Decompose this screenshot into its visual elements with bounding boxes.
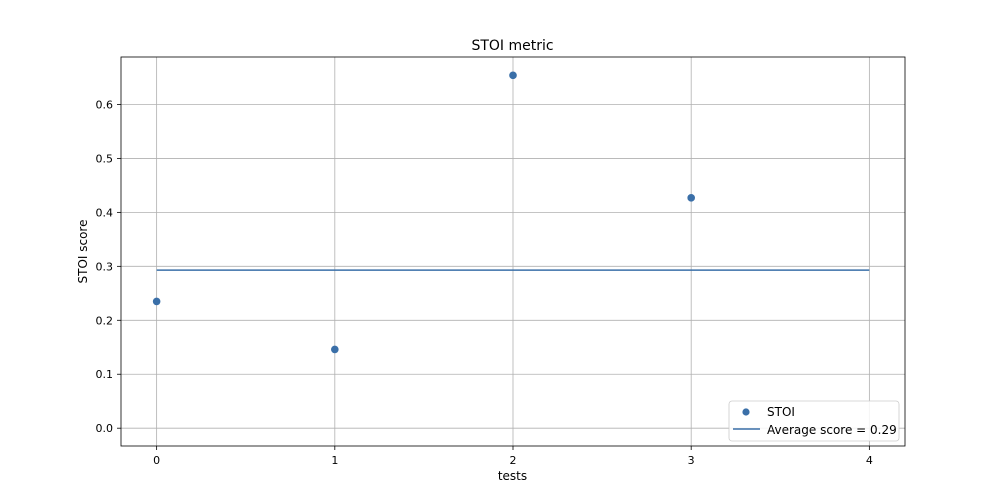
x-tick-label: 3 [688, 454, 695, 467]
legend-label-stoi: STOI [767, 405, 795, 419]
stoi-data-point [687, 194, 695, 202]
legend: STOI Average score = 0.29 [728, 400, 900, 442]
y-tick-label: 0.3 [96, 260, 114, 273]
y-tick-label: 0.1 [96, 368, 114, 381]
y-tick-label: 0.6 [96, 98, 114, 111]
y-tick-label: 0.4 [96, 206, 114, 219]
legend-marker-stoi [742, 408, 750, 416]
plot-series [152, 71, 870, 354]
stoi-data-point [331, 345, 339, 354]
x-axis-label: tests [498, 469, 527, 483]
y-tick-label: 0.5 [96, 152, 114, 165]
stoi-data-point [152, 297, 161, 306]
stoi-data-point [509, 71, 517, 80]
chart-title: STOI metric [471, 38, 553, 54]
x-tick-label: 2 [510, 454, 517, 467]
x-tick-label: 1 [331, 454, 338, 467]
y-axis-label: STOI score [76, 220, 90, 284]
axis-ticks: 0 1 2 3 4 0.0 0.1 0.2 0.3 0.4 0.5 0.6 [96, 98, 873, 467]
legend-label-average: Average score = 0.29 [767, 423, 897, 437]
y-tick-label: 0.2 [96, 314, 114, 327]
grid-lines [121, 57, 905, 446]
legend-box [728, 400, 900, 442]
x-tick-label: 0 [153, 454, 160, 467]
x-tick-label: 4 [866, 454, 873, 467]
y-tick-label: 0.0 [96, 422, 114, 435]
